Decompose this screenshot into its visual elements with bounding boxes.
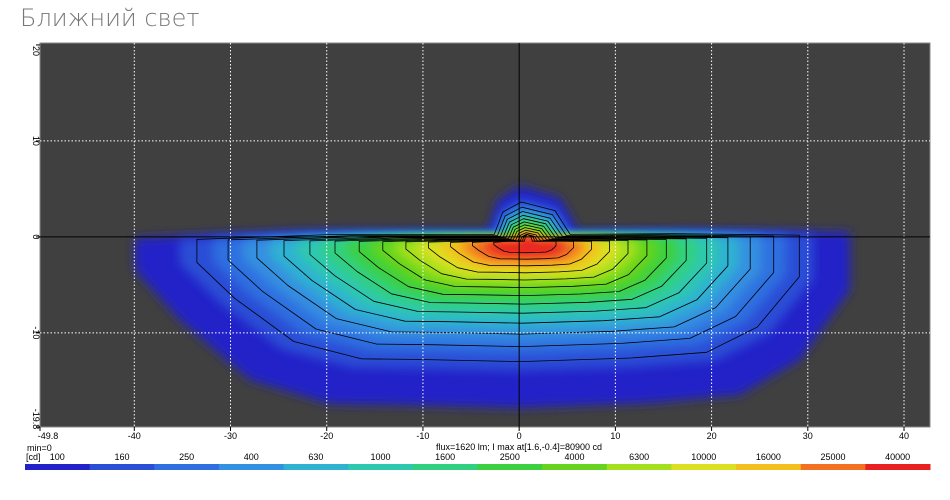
scale-label: 25000 xyxy=(821,452,846,462)
scale-swatch xyxy=(25,464,91,470)
contour-line xyxy=(405,229,629,281)
contour-line xyxy=(256,211,751,335)
x-tick-label: -49.8 xyxy=(38,431,59,441)
info-label: flux=1620 lm; I max at[1.6,-0.4]=80900 c… xyxy=(436,442,602,452)
scale-label: 100 xyxy=(50,452,65,462)
scale-label: 630 xyxy=(308,452,323,462)
y-tick-label: 0 xyxy=(31,234,41,239)
scale-swatch xyxy=(412,464,478,470)
scale-swatch xyxy=(348,464,414,470)
scale-swatch xyxy=(154,464,220,470)
scale-label: 2500 xyxy=(500,452,520,462)
axes: -49.8 -40 -30 -20 -10 0 10 20 30 40 20 10 0 -10 -19.8 xyxy=(31,43,930,441)
scale-swatch xyxy=(89,464,155,470)
scale-swatch xyxy=(606,464,672,470)
x-tick-label: -30 xyxy=(224,431,237,441)
contour-line xyxy=(309,218,708,314)
scale-label: 1600 xyxy=(435,452,455,462)
x-tick-label: 0 xyxy=(517,431,522,441)
y-tick-label: 20 xyxy=(31,46,41,56)
contour-line xyxy=(227,206,775,347)
scale-label: 6300 xyxy=(629,452,649,462)
x-tick-label: -20 xyxy=(320,431,333,441)
x-tick-label: 10 xyxy=(610,431,620,441)
contour-line xyxy=(196,201,800,362)
scale-swatch xyxy=(218,464,285,470)
scale-swatch xyxy=(477,464,543,470)
x-tick-label: -40 xyxy=(128,431,141,441)
contour-line xyxy=(450,234,592,267)
contour-line xyxy=(428,232,610,274)
scale-unit: [cd] xyxy=(26,452,41,462)
scale-label: 4000 xyxy=(564,452,584,462)
min-label: min=0 xyxy=(27,443,52,453)
scale-label: 16000 xyxy=(756,452,781,462)
x-tick-label: 20 xyxy=(707,431,717,441)
x-tick-label: 40 xyxy=(899,431,909,441)
y-tick-label: 10 xyxy=(31,136,41,146)
y-tick-label: -10 xyxy=(31,326,41,339)
page-title: Ближний свет xyxy=(20,4,200,32)
y-tick-label: -19.8 xyxy=(31,409,41,430)
contour-line xyxy=(382,227,648,288)
scale-label: 160 xyxy=(114,452,129,462)
scale-label: 250 xyxy=(179,452,194,462)
contours xyxy=(196,201,800,362)
scale-swatch xyxy=(865,464,931,470)
scale-swatch xyxy=(736,464,802,470)
intensity-map xyxy=(135,186,850,408)
x-tick-label: -10 xyxy=(416,431,429,441)
contour-line xyxy=(283,214,729,324)
scale-swatch xyxy=(283,464,349,470)
scale-swatch xyxy=(800,464,866,470)
scale-label: 40000 xyxy=(885,452,910,462)
contour-line xyxy=(358,224,667,296)
contour-line xyxy=(493,234,557,254)
contour-line xyxy=(472,234,574,260)
contour-line xyxy=(334,221,687,305)
scale-swatch xyxy=(671,464,737,470)
scale-label: 1000 xyxy=(371,452,391,462)
scale-swatch xyxy=(542,464,608,470)
scale-label: 400 xyxy=(244,452,259,462)
x-tick-label: 30 xyxy=(803,431,813,441)
scale-label: 10000 xyxy=(691,452,716,462)
